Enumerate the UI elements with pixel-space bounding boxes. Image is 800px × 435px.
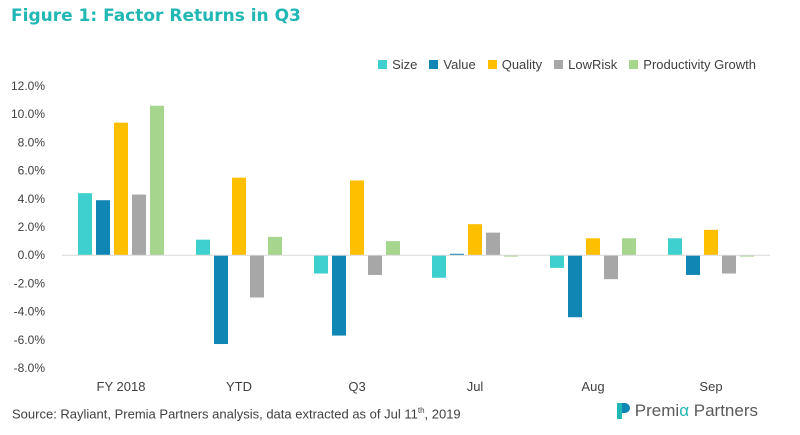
y-tick-label: 4.0%: [18, 192, 46, 206]
chart-title: Figure 1: Factor Returns in Q3: [11, 6, 301, 26]
bar-quality: [350, 180, 364, 256]
x-category-label: FY 2018: [97, 379, 146, 394]
source-superscript: th: [417, 406, 425, 415]
bar-quality: [468, 224, 482, 256]
legend-swatch: [429, 60, 439, 69]
y-tick-label: 8.0%: [18, 135, 46, 149]
y-tick-label: -4.0%: [14, 305, 46, 319]
x-category-label: Aug: [581, 379, 604, 394]
y-tick-label: 12.0%: [11, 79, 45, 93]
legend-label: Size: [392, 57, 418, 72]
bar-quality: [232, 177, 246, 256]
bar-value: [450, 253, 464, 256]
y-tick-label: -6.0%: [14, 333, 46, 347]
y-tick-label: -2.0%: [14, 276, 46, 290]
bar-size: [78, 193, 92, 256]
bar-size: [314, 255, 328, 274]
x-category-label: YTD: [226, 379, 252, 394]
bar-quality: [704, 229, 718, 256]
source-year: , 2019: [424, 406, 461, 422]
bar-productivity-growth: [740, 255, 754, 257]
bar-productivity-growth: [386, 241, 400, 256]
legend-item-quality: Quality: [487, 57, 543, 72]
source-text: Source: Rayliant, Premia Partners analys…: [12, 406, 418, 422]
y-tick-label: 0.0%: [18, 248, 46, 262]
legend-item-productivity-growth: Productivity Growth: [629, 57, 756, 72]
bar-productivity-growth: [268, 236, 282, 256]
premia-partners-logo: Premiα Partners: [613, 401, 758, 421]
legend-label: Value: [443, 57, 476, 72]
legend-label: Productivity Growth: [643, 57, 756, 72]
legend-label: LowRisk: [568, 57, 618, 72]
bar-value: [332, 255, 346, 336]
bar-value: [686, 255, 700, 275]
bar-productivity-growth: [622, 238, 636, 256]
legend-label: Quality: [501, 57, 543, 72]
bar-value: [96, 200, 110, 256]
bar-quality: [586, 238, 600, 256]
legend-item-value: Value: [429, 57, 476, 72]
legend-swatch: [487, 60, 497, 69]
bar-size: [550, 255, 564, 268]
bar-lowrisk: [132, 194, 146, 256]
y-tick-label: 10.0%: [11, 107, 45, 121]
legend-swatch: [629, 60, 639, 69]
legend-swatch: [378, 60, 388, 69]
bar-quality: [114, 122, 128, 256]
bar-lowrisk: [250, 255, 264, 298]
bar-productivity-growth: [504, 255, 518, 257]
x-category-label: Q3: [348, 379, 365, 394]
logo-text: Premiα Partners: [634, 401, 758, 420]
bar-size: [196, 239, 210, 256]
legend-item-lowrisk: LowRisk: [554, 57, 617, 72]
source-note: Source: Rayliant, Premia Partners analys…: [12, 406, 461, 421]
bar-value: [568, 255, 582, 318]
x-category-label: Jul: [467, 379, 484, 394]
bar-value: [214, 255, 228, 345]
legend-swatch: [554, 60, 564, 69]
legend-item-size: Size: [378, 57, 417, 72]
bar-lowrisk: [486, 232, 500, 256]
bar-productivity-growth: [150, 105, 164, 256]
bar-lowrisk: [604, 255, 618, 280]
y-tick-label: 6.0%: [18, 164, 46, 178]
bar-lowrisk: [368, 255, 382, 275]
bar-size: [432, 255, 446, 278]
bar-lowrisk: [722, 255, 736, 274]
bar-size: [668, 238, 682, 256]
y-tick-label: 2.0%: [18, 220, 46, 234]
logo-icon: [616, 403, 630, 419]
x-category-label: Sep: [699, 379, 722, 394]
y-tick-label: -8.0%: [14, 361, 46, 375]
legend: Size Value Quality LowRisk Productivity Grow…: [378, 57, 756, 72]
